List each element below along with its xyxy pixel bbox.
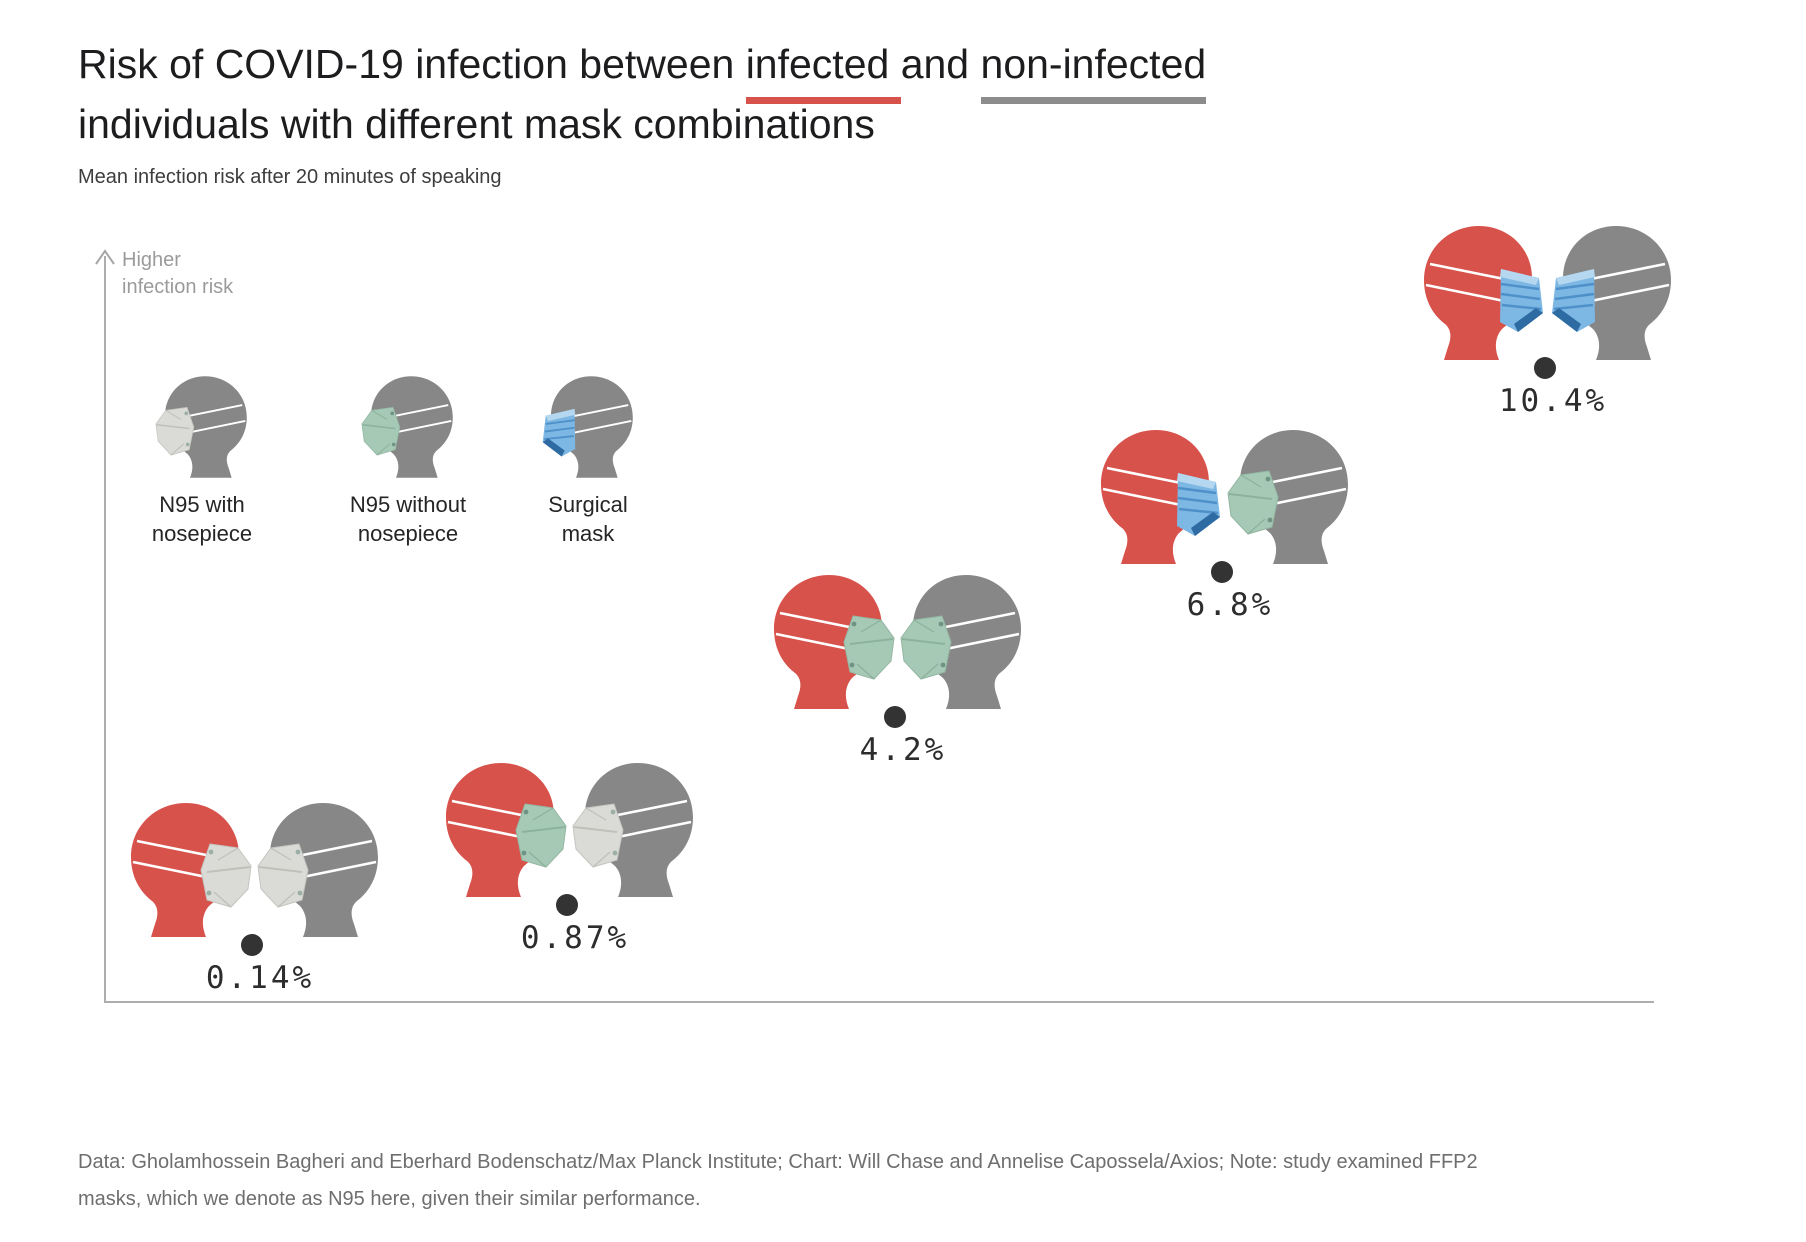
- legend-head-n95-without-nosepiece-icon: [303, 374, 513, 482]
- title-infected-underlined: infected: [745, 41, 901, 104]
- title-line2: individuals with different mask combinat…: [78, 101, 875, 147]
- legend-label-line2: nosepiece: [151, 521, 253, 546]
- risk-pair-4.2: 4.2%: [770, 572, 1025, 784]
- risk-pair-10.4: 10.4%: [1420, 223, 1675, 435]
- legend-label-line1: N95 without: [349, 492, 467, 517]
- y-axis-line: [104, 256, 106, 1003]
- infected-head-icon: [770, 572, 895, 712]
- risk-value-label: 4.2%: [859, 732, 947, 768]
- data-point-dot: [884, 706, 906, 728]
- risk-value-label: 0.14%: [205, 960, 315, 996]
- title-text-2: and: [900, 41, 981, 87]
- noninfected-head-icon: [572, 760, 697, 900]
- y-axis-label-line2: infection risk: [122, 276, 234, 298]
- legend-label: Surgical mask: [483, 490, 693, 548]
- data-point-dot: [241, 934, 263, 956]
- infected-head-icon: [127, 800, 252, 940]
- chart-title: Risk of COVID-19 infection between infec…: [78, 34, 1698, 154]
- noninfected-head-icon: [1227, 427, 1352, 567]
- infected-head-icon: [442, 760, 567, 900]
- chart-subtitle: Mean infection risk after 20 minutes of …: [78, 166, 502, 188]
- risk-value-label: 6.8%: [1186, 587, 1274, 623]
- legend-head-n95-with-nosepiece-icon: [97, 374, 307, 482]
- noninfected-head-icon: [257, 800, 382, 940]
- legend-item-n95-without-nosepiece: N95 without nosepiece: [303, 374, 513, 548]
- legend-label: N95 with nosepiece: [97, 490, 307, 548]
- legend-item-surgical-mask: Surgical mask: [483, 374, 693, 548]
- risk-pair-0.87: 0.87%: [442, 760, 697, 972]
- legend-label-line1: Surgical: [548, 492, 628, 517]
- legend-label: N95 without nosepiece: [303, 490, 513, 548]
- legend-label-line2: nosepiece: [357, 521, 459, 546]
- noninfected-head-icon: [1550, 223, 1675, 363]
- y-axis-arrow-icon: [95, 249, 115, 265]
- risk-pair-6.8: 6.8%: [1097, 427, 1352, 639]
- infected-head-icon: [1420, 223, 1545, 363]
- infected-head-icon: [1097, 427, 1222, 567]
- title-text-1: Risk of COVID-19 infection between: [78, 41, 746, 87]
- legend-label-line2: mask: [561, 521, 615, 546]
- legend-head-surgical-mask-icon: [483, 374, 693, 482]
- risk-value-label: 10.4%: [1498, 383, 1608, 419]
- x-axis-line: [104, 1001, 1654, 1003]
- legend-item-n95-with-nosepiece: N95 with nosepiece: [97, 374, 307, 548]
- risk-pair-0.14: 0.14%: [127, 800, 382, 1012]
- noninfected-head-icon: [900, 572, 1025, 712]
- y-axis-label: Higher infection risk: [122, 247, 233, 301]
- data-point-dot: [1211, 561, 1233, 583]
- data-point-dot: [556, 894, 578, 916]
- risk-value-label: 0.87%: [520, 920, 630, 956]
- legend-label-line1: N95 with: [159, 492, 245, 517]
- title-noninfected-underlined: non-infected: [980, 41, 1207, 104]
- y-axis-label-line1: Higher: [122, 249, 181, 271]
- data-point-dot: [1534, 357, 1556, 379]
- source-note: Data: Gholamhossein Bagheri and Eberhard…: [78, 1151, 1478, 1210]
